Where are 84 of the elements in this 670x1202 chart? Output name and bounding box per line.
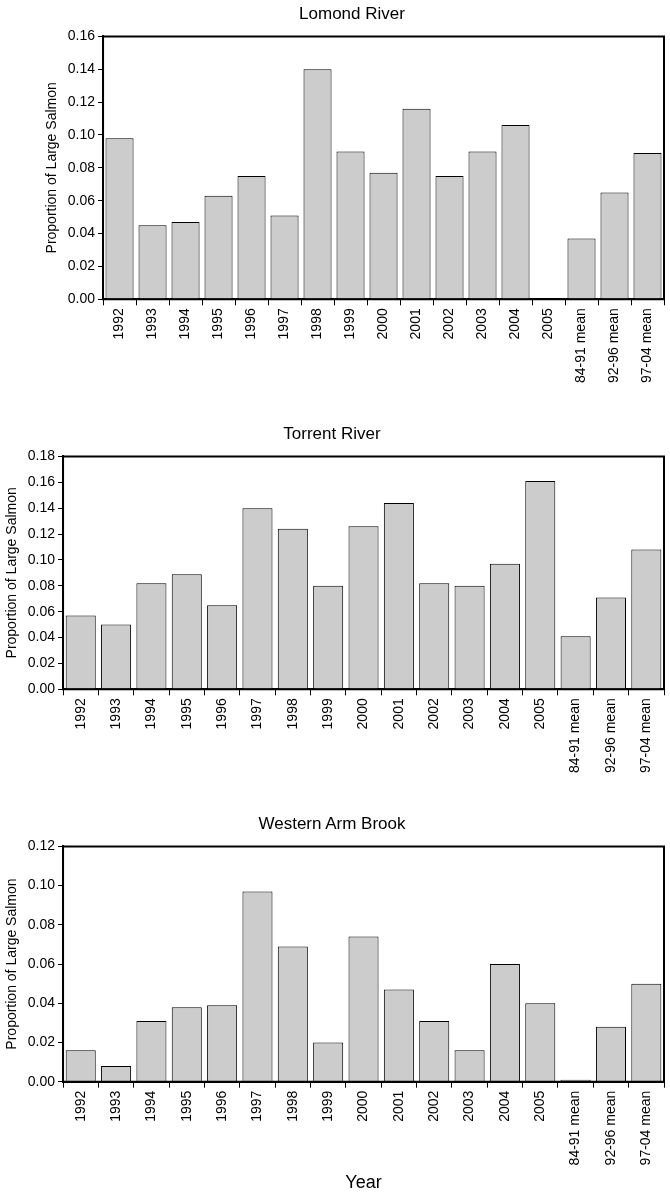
y-tick-label: 0.08	[67, 158, 96, 175]
y-tick-label: 0.06	[27, 602, 56, 619]
x-tick-label: 1995	[209, 308, 226, 340]
y-tick-label: 0.10	[67, 125, 96, 142]
x-tick-label: 1993	[143, 308, 160, 340]
x-tick-label: 2003	[460, 698, 477, 730]
x-tick-label: 2004	[506, 308, 523, 340]
x-tick-label: 1999	[319, 1090, 336, 1122]
y-tick-label: 0.06	[67, 191, 96, 208]
chart-title: Western Arm Brook	[258, 813, 407, 833]
y-tick-label: 0.02	[67, 257, 96, 274]
x-tick-label: 1999	[341, 308, 358, 340]
x-tick-label: 2003	[460, 1090, 477, 1122]
x-tick-label: 1993	[106, 1090, 123, 1122]
y-tick-label: 0.00	[67, 290, 96, 307]
x-tick-label: 1994	[142, 1090, 159, 1122]
y-tick-label: 0.10	[27, 550, 56, 567]
x-tick-label: 1996	[212, 698, 229, 730]
x-tick-label: 97-04 mean	[637, 1090, 654, 1166]
x-tick-label: 2004	[495, 698, 512, 730]
y-tick-label: 0.08	[27, 915, 56, 932]
x-tick-label: 92-96 mean	[601, 698, 618, 773]
x-tick-label: 1996	[212, 1090, 229, 1122]
y-axis-title: Proportion of Large Salmon	[3, 878, 20, 1050]
x-tick-label: 2002	[440, 308, 457, 340]
x-tick-label: 2003	[473, 308, 490, 340]
chart-title: Lomond River	[299, 3, 406, 23]
y-tick-label: 0.12	[67, 92, 96, 109]
x-tick-label: 1999	[319, 698, 336, 730]
x-tick-label: 2001	[389, 1090, 406, 1122]
x-tick-label: 1997	[275, 308, 292, 340]
x-tick-label: 2000	[374, 308, 391, 340]
y-tick-label: 0.06	[27, 954, 56, 971]
x-tick-label: 2000	[354, 1090, 371, 1122]
x-tick-label: 92-96 mean	[605, 308, 622, 383]
x-tick-label: 1998	[283, 698, 300, 730]
x-tick-label: 2001	[389, 698, 406, 730]
y-tick-label: 0.10	[27, 876, 56, 893]
x-tick-label: 2000	[354, 698, 371, 730]
x-tick-label: 2004	[495, 1090, 512, 1122]
y-tick-label: 0.16	[27, 473, 56, 490]
x-tick-label: 2005	[531, 698, 548, 730]
y-tick-label: 0.18	[27, 447, 56, 464]
x-tick-label: 84-91 mean	[566, 698, 583, 773]
x-tick-label: 1994	[142, 698, 159, 730]
x-tick-label: 97-04 mean	[637, 698, 654, 773]
y-axis-title: Proportion of Large Salmon	[3, 487, 20, 659]
x-tick-label: 1998	[283, 1090, 300, 1122]
x-tick-label: 2001	[407, 308, 424, 340]
x-tick-label: 1992	[110, 308, 127, 340]
y-tick-label: 0.04	[27, 994, 56, 1011]
y-tick-label: 0.02	[27, 1033, 56, 1050]
y-tick-label: 0.12	[27, 524, 56, 541]
y-tick-label: 0.12	[27, 837, 56, 854]
x-tick-label: 1997	[248, 1090, 265, 1122]
y-tick-label: 0.14	[27, 499, 56, 516]
x-tick-label: 2002	[425, 1090, 442, 1122]
x-tick-label: 2002	[425, 698, 442, 730]
x-tick-label: 97-04 mean	[638, 308, 655, 383]
x-tick-label: 84-91 mean	[572, 308, 589, 383]
y-tick-label: 0.00	[27, 1072, 56, 1089]
x-tick-label: 1997	[248, 698, 265, 730]
x-tick-label: 1995	[177, 1090, 194, 1122]
x-tick-label: 1993	[106, 698, 123, 730]
x-tick-label: 1992	[71, 1090, 88, 1122]
chart-title: Torrent River	[283, 423, 381, 443]
x-tick-label: 2005	[531, 1090, 548, 1122]
x-tick-label: 1992	[71, 698, 88, 730]
y-tick-label: 0.02	[27, 654, 56, 671]
y-tick-label: 0.04	[27, 628, 56, 645]
x-tick-label: 2005	[539, 308, 556, 340]
x-tick-label: 1994	[176, 308, 193, 340]
x-tick-label: 1995	[177, 698, 194, 730]
y-tick-label: 0.00	[27, 680, 56, 697]
x-tick-label: 1998	[308, 308, 325, 340]
y-axis-title: Proportion of Large Salmon	[43, 82, 60, 254]
y-tick-label: 0.16	[67, 27, 96, 44]
y-tick-label: 0.04	[67, 224, 96, 241]
y-tick-label: 0.14	[67, 60, 96, 77]
x-tick-label: 1996	[242, 308, 259, 340]
y-tick-label: 0.08	[27, 576, 56, 593]
x-tick-label: 92-96 mean	[601, 1090, 618, 1166]
x-axis-title: Year	[345, 1172, 382, 1193]
x-tick-label: 84-91 mean	[566, 1090, 583, 1166]
